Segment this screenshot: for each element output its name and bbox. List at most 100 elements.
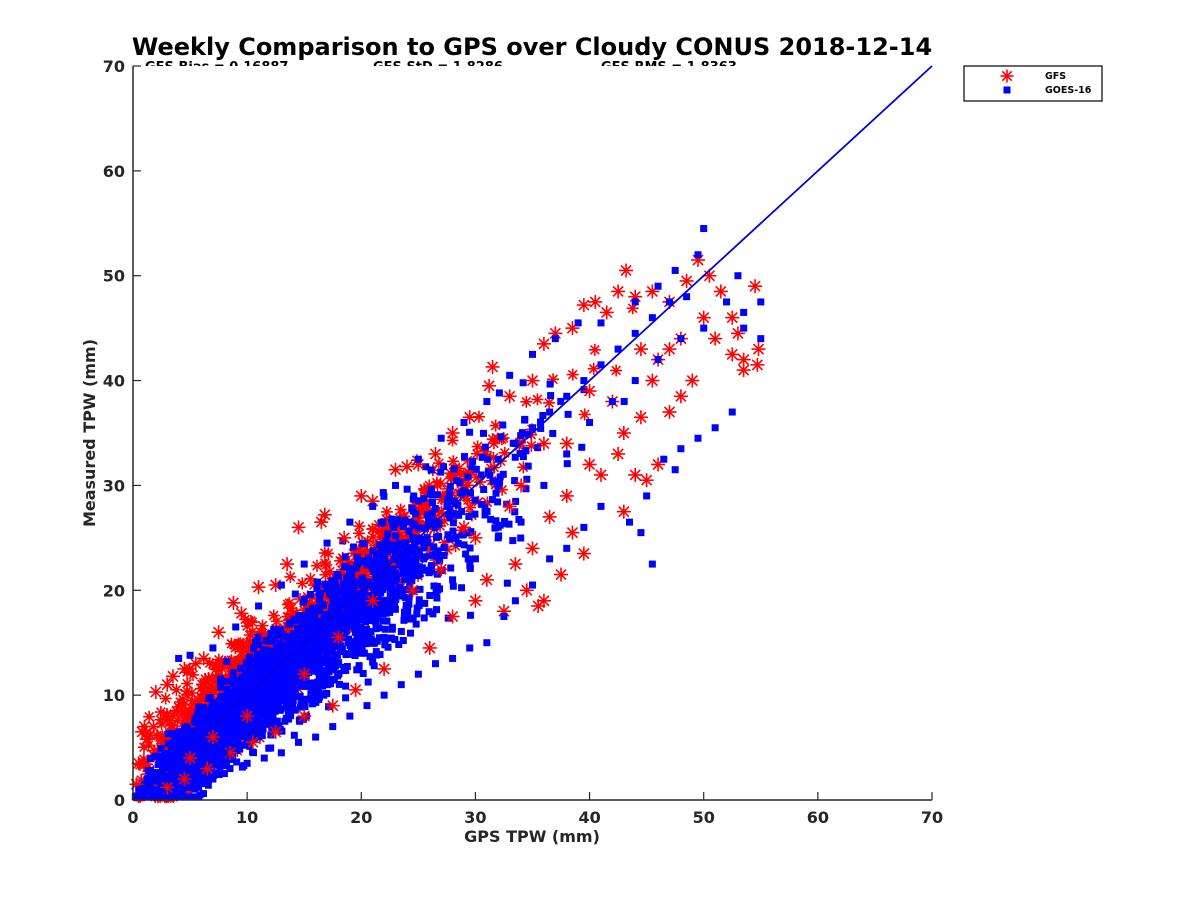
goes16-point: [167, 749, 175, 757]
goes16-point: [267, 655, 275, 663]
scatter-points: [129, 225, 766, 803]
goes16-point: [249, 749, 257, 757]
goes16-point: [503, 579, 511, 587]
goes16-point: [529, 581, 536, 589]
goes16-point: [522, 447, 530, 455]
gfs-point: [422, 640, 437, 655]
goes16-point: [341, 563, 349, 571]
goes16-point: [509, 537, 517, 545]
goes16-point: [757, 335, 765, 343]
goes16-point: [384, 530, 392, 538]
goes16-point: [326, 588, 334, 596]
goes16-point: [335, 680, 343, 688]
goes16-point: [547, 392, 555, 400]
goes16-point: [228, 701, 236, 709]
goes16-point: [295, 738, 303, 746]
goes16-point: [247, 704, 255, 712]
goes16-point: [391, 586, 399, 594]
goes16-point: [226, 689, 234, 697]
goes16-point: [235, 724, 243, 732]
goes16-point: [519, 379, 527, 387]
goes16-point: [728, 408, 736, 416]
gfs-point: [619, 263, 634, 278]
gfs-point: [268, 724, 283, 739]
goes16-point: [333, 631, 341, 639]
gfs-point: [159, 692, 172, 705]
gfs-point: [325, 698, 340, 713]
goes16-point: [329, 656, 337, 664]
goes16-point: [370, 639, 378, 647]
goes16-point: [371, 582, 379, 590]
goes16-point: [339, 588, 347, 596]
goes16-point: [359, 630, 367, 638]
goes16-point: [397, 681, 405, 689]
goes16-point: [219, 692, 227, 700]
goes16-point: [342, 682, 350, 690]
goes16-point: [466, 644, 474, 652]
goes16-point: [284, 704, 292, 712]
goes16-point: [250, 644, 258, 652]
goes16-point: [295, 661, 303, 669]
gfs-point: [525, 541, 540, 556]
goes16-point: [308, 616, 316, 624]
goes16-point: [180, 744, 188, 752]
goes16-point: [316, 596, 324, 604]
goes16-point: [383, 570, 391, 578]
goes16-point: [235, 745, 243, 753]
goes16-point: [188, 760, 196, 768]
goes16-point: [301, 621, 309, 629]
goes16-point: [158, 788, 166, 796]
goes16-point: [271, 707, 279, 715]
goes16-point: [314, 578, 322, 586]
goes16-point: [357, 581, 365, 589]
goes16-point: [321, 667, 329, 675]
goes16-point: [252, 720, 260, 728]
goes16-point: [539, 412, 547, 420]
goes16-point: [210, 771, 218, 779]
gfs-point: [198, 678, 211, 691]
gfs-point: [388, 462, 403, 477]
goes16-point: [471, 555, 479, 563]
goes16-point: [700, 324, 708, 332]
goes16-point: [422, 566, 430, 574]
gfs-point: [280, 557, 295, 572]
goes16-point: [409, 563, 417, 571]
goes16-point: [383, 617, 391, 625]
goes16-point: [324, 681, 332, 689]
gfs-point: [616, 504, 631, 519]
gfs-point: [445, 426, 460, 440]
goes16-point: [286, 696, 294, 704]
goes16-point: [308, 611, 316, 619]
goes16-point: [415, 524, 423, 532]
goes16-point: [521, 415, 529, 423]
gfs-point: [736, 363, 751, 378]
goes16-point: [195, 793, 203, 801]
gfs-point: [405, 583, 420, 598]
goes16-point: [263, 692, 271, 700]
gfs-point: [244, 614, 257, 627]
gfs-point: [177, 661, 192, 676]
goes16-point: [694, 251, 702, 259]
goes16-point: [468, 463, 476, 471]
goes16-point: [338, 647, 346, 655]
goes16-point: [387, 541, 395, 549]
goes16-point: [454, 501, 462, 509]
goes16-point: [269, 711, 277, 719]
goes16-point: [517, 518, 525, 526]
legend-label-goes16: GOES-16: [1045, 85, 1092, 96]
goes16-point: [315, 590, 323, 598]
gfs-point: [610, 364, 623, 377]
gfs-point: [554, 567, 569, 582]
goes16-point: [333, 570, 341, 578]
gfs-point: [1000, 69, 1014, 83]
goes16-point: [333, 625, 341, 633]
goes16-point: [301, 617, 309, 625]
goes16-point: [395, 640, 403, 648]
goes16-point: [431, 660, 439, 668]
goes16-point: [626, 518, 634, 526]
goes16-point: [671, 466, 679, 474]
goes16-point: [254, 633, 262, 641]
goes16-point: [293, 676, 301, 684]
gfs-point: [205, 730, 220, 745]
goes16-point: [366, 653, 374, 661]
